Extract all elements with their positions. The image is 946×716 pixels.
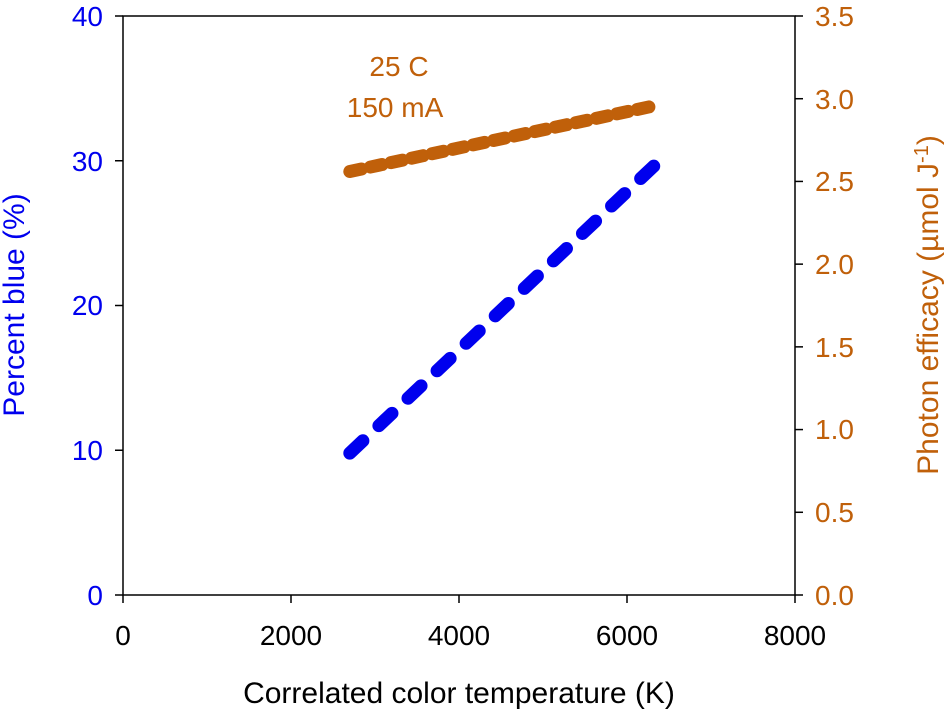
right-tick-label: 3.0 (815, 84, 854, 115)
series-line-percent-blue (343, 157, 663, 460)
tick-marks (115, 15, 803, 603)
x-axis-label: Correlated color temperature (K) (243, 677, 675, 710)
right-tick-label: 0.0 (815, 580, 854, 611)
x-tick-label: 4000 (428, 620, 490, 651)
right-tick-label: 2.5 (815, 166, 854, 197)
x-tick-label: 0 (115, 620, 131, 651)
annotation-temperature: 25 C (369, 51, 428, 82)
left-tick-label: 40 (72, 1, 103, 32)
right-tick-label: 0.5 (815, 497, 854, 528)
left-tick-label: 10 (72, 435, 103, 466)
right-tick-labels: 0.0 0.5 1.0 1.5 2.0 2.5 3.0 3.5 (815, 1, 854, 611)
plot-frame (122, 15, 796, 596)
left-axis-label: Percent blue (%) (0, 193, 31, 416)
left-tick-label: 20 (72, 290, 103, 321)
x-tick-label: 8000 (764, 620, 826, 651)
annotation-current: 150 mA (347, 92, 444, 123)
right-axis-label-superscript: -1 (911, 145, 933, 163)
series-line-photon-efficacy (343, 98, 663, 179)
right-axis-label: Photon efficacy (µmol J-1) (911, 135, 945, 475)
right-tick-label: 3.5 (815, 1, 854, 32)
left-tick-label: 30 (72, 146, 103, 177)
x-tick-label: 6000 (596, 620, 658, 651)
left-tick-labels: 0 10 20 30 40 (72, 1, 103, 611)
right-axis-label-suffix: ) (912, 135, 945, 145)
x-tick-labels: 0 2000 4000 6000 8000 (115, 620, 826, 651)
x-tick-label: 2000 (260, 620, 322, 651)
right-axis-label-main: Photon efficacy (µmol J (912, 163, 945, 475)
right-tick-label: 1.5 (815, 332, 854, 363)
left-tick-label: 0 (87, 580, 103, 611)
right-tick-label: 2.0 (815, 249, 854, 280)
right-tick-label: 1.0 (815, 414, 854, 445)
